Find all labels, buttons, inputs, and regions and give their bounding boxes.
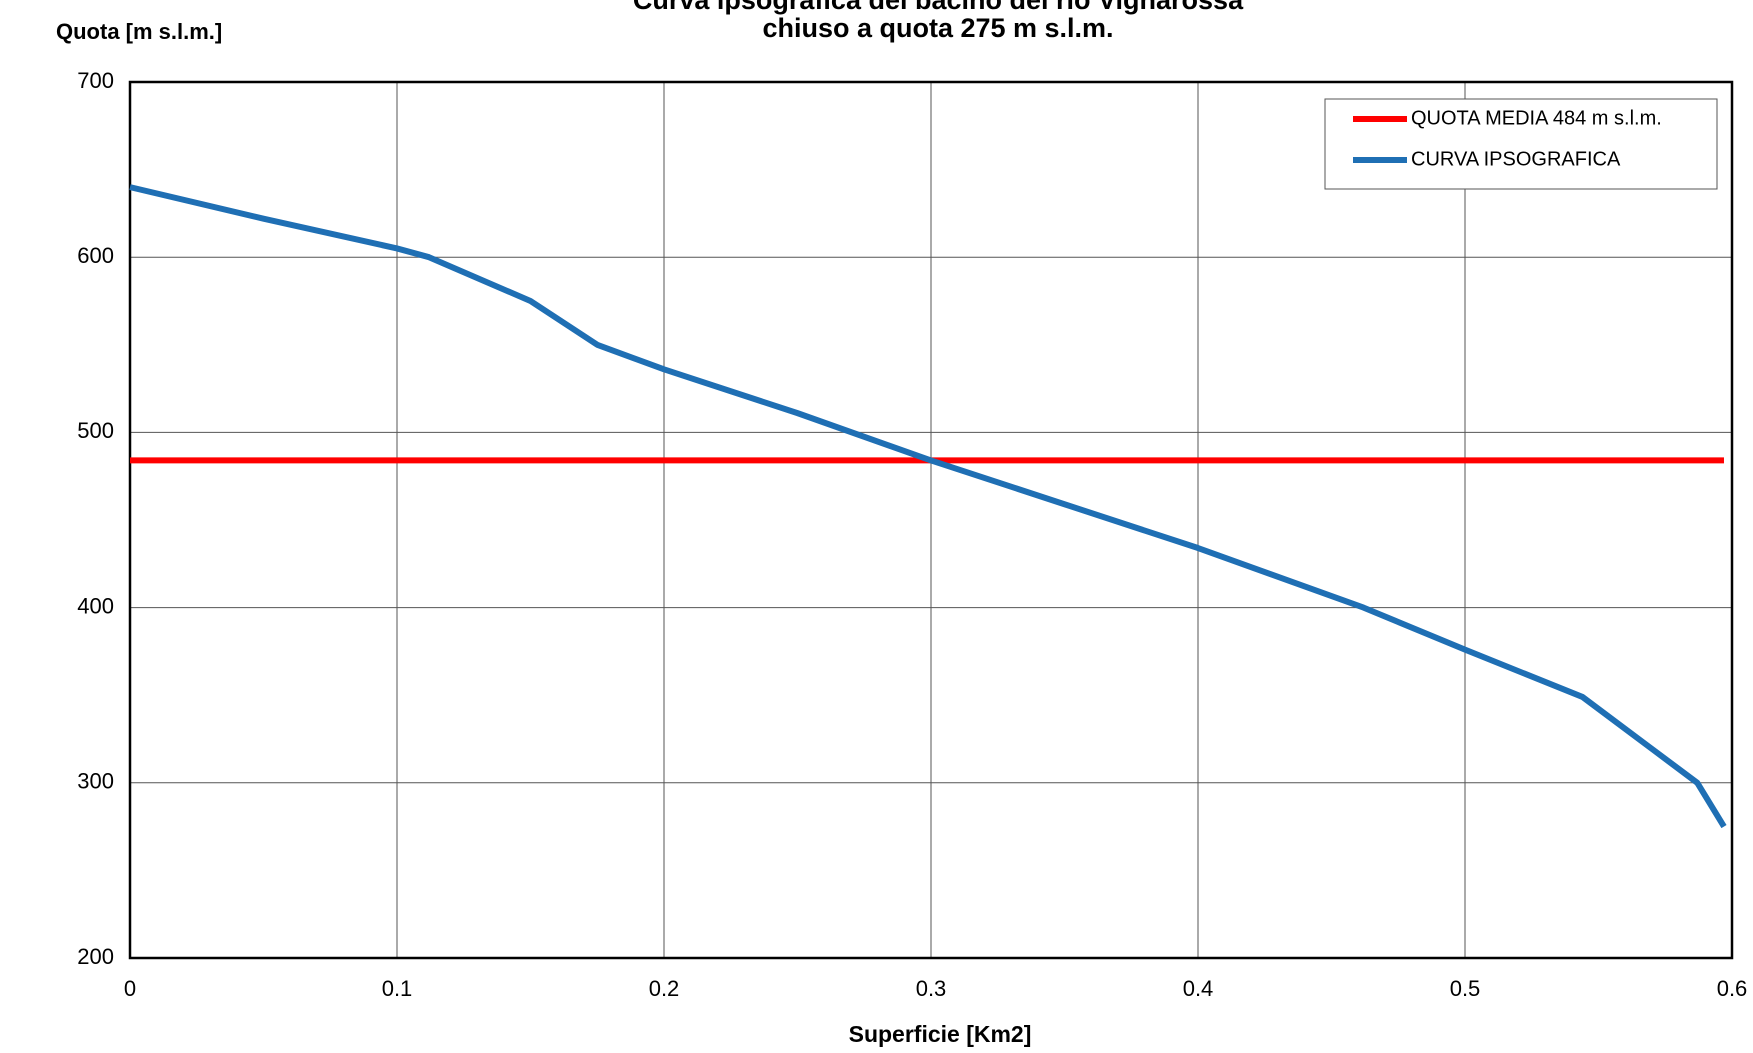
x-tick-label: 0.5	[1450, 976, 1481, 1001]
y-tick-label: 300	[77, 769, 114, 794]
y-tick-label: 500	[77, 418, 114, 443]
plot-frame	[128, 80, 1734, 960]
legend-box	[1324, 98, 1718, 190]
y-tick-label: 200	[77, 944, 114, 969]
y-tick-label: 700	[77, 68, 114, 93]
x-axis-label: Superficie [Km2]	[849, 1021, 1032, 1047]
series-line	[129, 184, 1727, 829]
x-tick-label: 0.3	[916, 976, 947, 1001]
x-tick-label: 0.2	[649, 976, 680, 1001]
y-tick-label: 600	[77, 243, 114, 268]
y-tick-label: 400	[77, 593, 114, 618]
y-axis-label: Quota [m s.l.m.]	[56, 19, 222, 44]
chart-title: Curva ipsografica del bacino del rio Vig…	[633, 0, 1244, 15]
chart-subtitle: chiuso a quota 275 m s.l.m.	[762, 13, 1113, 43]
x-tick-label: 0	[124, 976, 136, 1001]
legend-label: QUOTA MEDIA 484 m s.l.m.	[1411, 107, 1662, 129]
legend-label: CURVA IPSOGRAFICA	[1411, 148, 1621, 170]
x-tick-label: 0.6	[1717, 976, 1748, 1001]
x-tick-label: 0.4	[1183, 976, 1214, 1001]
x-tick-label: 0.1	[382, 976, 413, 1001]
